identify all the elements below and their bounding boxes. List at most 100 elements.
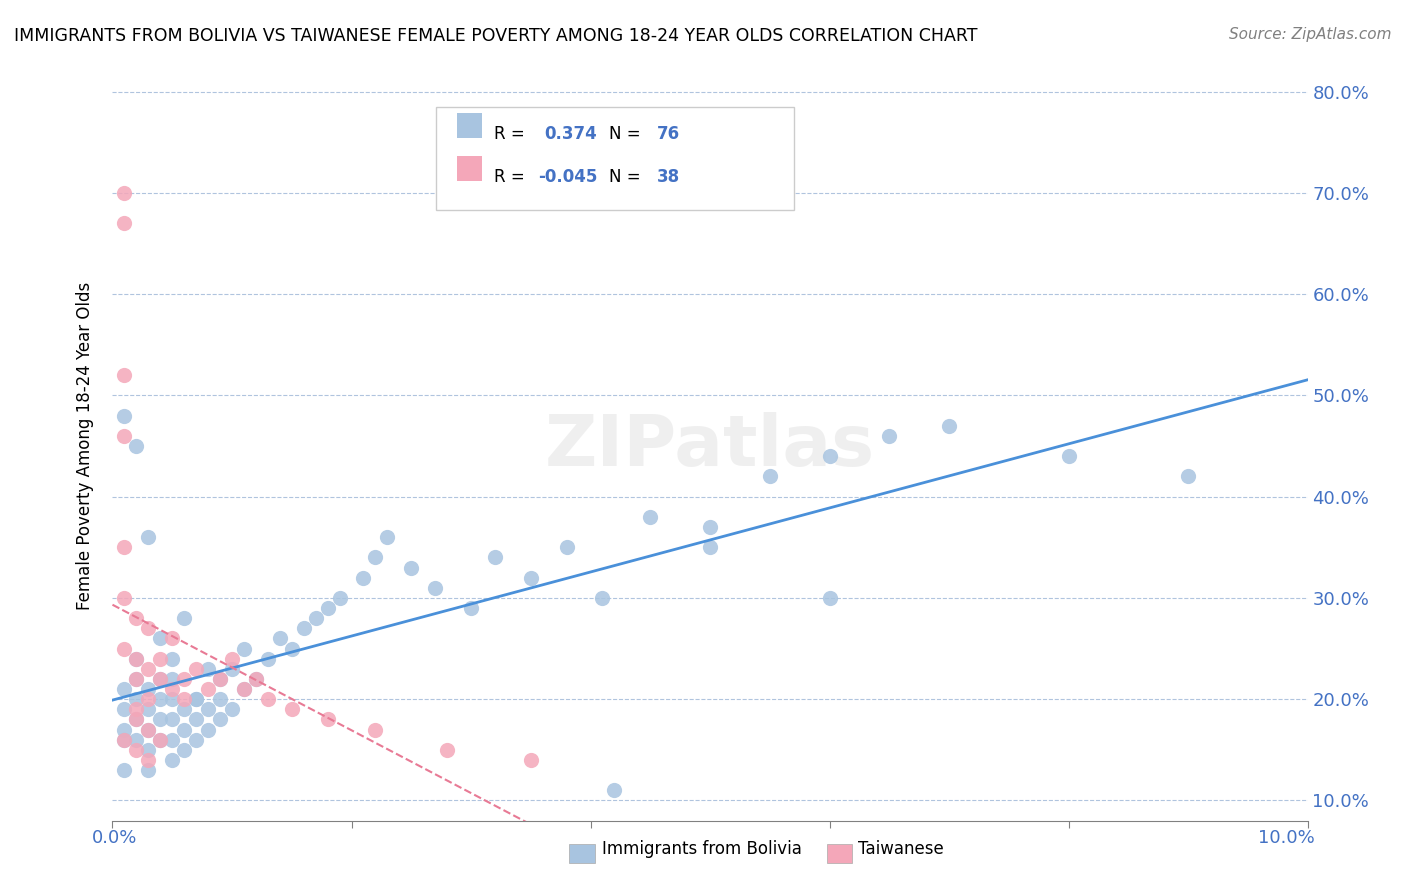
Point <box>257 692 280 706</box>
Point <box>114 723 135 737</box>
Point <box>125 712 148 726</box>
Point <box>149 672 172 686</box>
Point <box>759 469 782 483</box>
Point <box>353 571 375 585</box>
Point <box>138 692 160 706</box>
Point <box>125 702 148 716</box>
Text: R =: R = <box>494 125 524 143</box>
Point <box>125 651 148 665</box>
Text: N =: N = <box>609 168 640 186</box>
Point <box>603 783 626 797</box>
Point <box>149 672 172 686</box>
Point <box>125 732 148 747</box>
Point <box>114 429 135 443</box>
Point <box>173 702 195 716</box>
Point <box>233 681 256 696</box>
Point <box>257 651 280 665</box>
Point <box>364 550 387 565</box>
Point <box>209 672 232 686</box>
Point <box>173 692 195 706</box>
Point <box>114 732 135 747</box>
Point <box>818 591 841 605</box>
Point <box>699 520 721 534</box>
Point <box>138 530 160 544</box>
Point <box>425 581 447 595</box>
Point <box>125 651 148 665</box>
Text: Taiwanese: Taiwanese <box>858 840 943 858</box>
Point <box>138 763 160 777</box>
Point <box>149 732 172 747</box>
Point <box>125 672 148 686</box>
Point <box>138 662 160 676</box>
Y-axis label: Female Poverty Among 18-24 Year Olds: Female Poverty Among 18-24 Year Olds <box>76 282 94 610</box>
Point <box>197 723 219 737</box>
Point <box>162 692 183 706</box>
Point <box>316 601 339 615</box>
Text: 38: 38 <box>657 168 679 186</box>
Point <box>125 692 148 706</box>
Point <box>245 672 267 686</box>
Text: Source: ZipAtlas.com: Source: ZipAtlas.com <box>1229 27 1392 42</box>
Text: IMMIGRANTS FROM BOLIVIA VS TAIWANESE FEMALE POVERTY AMONG 18-24 YEAR OLDS CORREL: IMMIGRANTS FROM BOLIVIA VS TAIWANESE FEM… <box>14 27 977 45</box>
Point <box>364 723 387 737</box>
Point <box>209 712 232 726</box>
Text: -0.045: -0.045 <box>538 168 598 186</box>
Point <box>209 672 232 686</box>
Point <box>162 651 183 665</box>
Point <box>125 439 148 453</box>
Point <box>281 641 304 656</box>
Point <box>114 591 135 605</box>
Point <box>162 732 183 747</box>
Point <box>1177 469 1199 483</box>
Point <box>640 509 662 524</box>
Text: Immigrants from Bolivia: Immigrants from Bolivia <box>602 840 801 858</box>
Point <box>138 753 160 767</box>
Point <box>221 702 243 716</box>
Point <box>173 672 195 686</box>
Point <box>125 743 148 757</box>
Point <box>173 723 195 737</box>
Point <box>138 702 160 716</box>
Point <box>401 560 423 574</box>
Point <box>292 621 315 635</box>
Point <box>138 743 160 757</box>
Point <box>1057 449 1080 463</box>
Point <box>555 541 578 555</box>
Point <box>162 632 183 646</box>
Text: R =: R = <box>494 168 524 186</box>
Text: ZIPatlas: ZIPatlas <box>546 411 875 481</box>
Point <box>149 632 172 646</box>
Point <box>125 712 148 726</box>
Point <box>520 753 543 767</box>
Point <box>197 681 219 696</box>
Point <box>329 591 352 605</box>
Point <box>173 611 195 625</box>
Point <box>114 186 135 200</box>
Point <box>592 591 614 605</box>
Point <box>699 541 721 555</box>
Point <box>818 449 841 463</box>
Point <box>186 732 208 747</box>
Point <box>114 702 135 716</box>
Point <box>209 692 232 706</box>
Point <box>186 712 208 726</box>
Point <box>149 712 172 726</box>
Point <box>221 662 243 676</box>
Point <box>879 429 901 443</box>
Point <box>114 409 135 423</box>
Point <box>377 530 399 544</box>
Point <box>149 692 172 706</box>
Point <box>233 641 256 656</box>
Point <box>269 632 291 646</box>
Point <box>162 672 183 686</box>
Text: 10.0%: 10.0% <box>1258 829 1315 847</box>
Point <box>233 681 256 696</box>
Text: N =: N = <box>609 125 640 143</box>
Point <box>114 216 135 230</box>
Point <box>114 763 135 777</box>
Point <box>221 651 243 665</box>
Point <box>149 651 172 665</box>
Point <box>173 743 195 757</box>
Point <box>125 672 148 686</box>
Point <box>114 368 135 383</box>
